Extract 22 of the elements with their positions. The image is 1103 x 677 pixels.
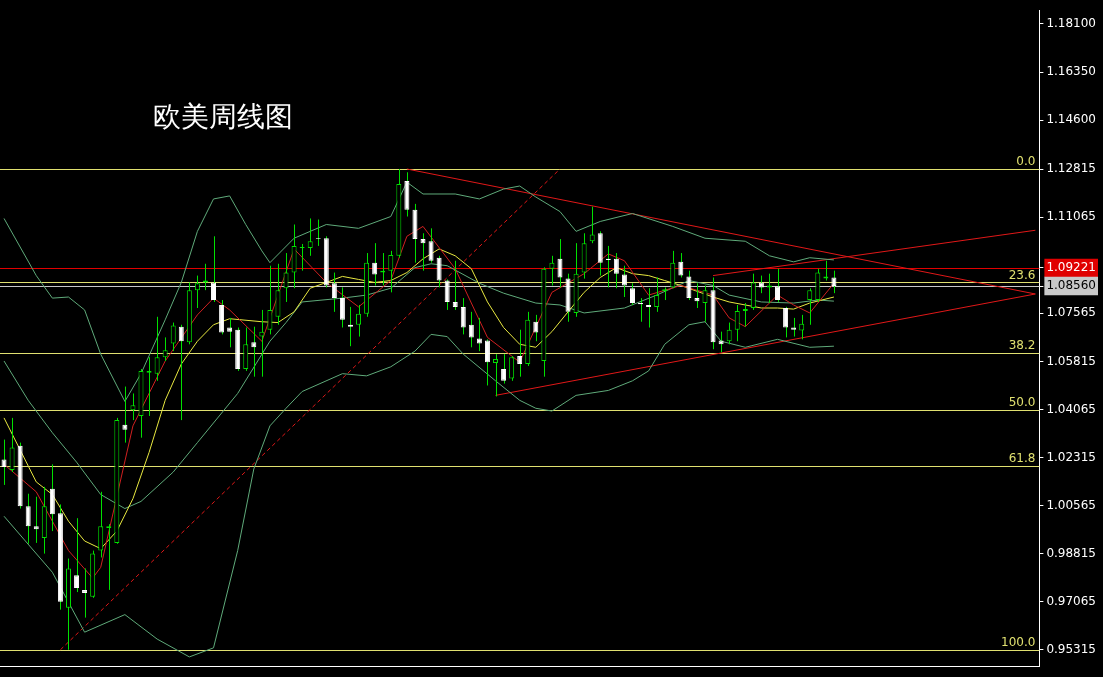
y-tick-label: 1.16350 — [1046, 64, 1096, 79]
text: 欧美周线图 — [153, 99, 293, 135]
y-tick-label: 1.18100 — [1046, 16, 1096, 31]
y-tick-label: 1.12815 — [1046, 161, 1096, 176]
y-tick-label: 1.09221 — [1046, 259, 1096, 274]
y-tick-label: 1.08560 — [1046, 278, 1096, 293]
annotation: 23.6 — [1008, 267, 1036, 282]
y-tick-label: 1.11065 — [1046, 209, 1096, 224]
annotation: 61.8 — [1008, 451, 1036, 466]
annotation: 50.0 — [1008, 394, 1036, 409]
y-tick-label: 1.00565 — [1046, 497, 1096, 512]
y-tick-label: 1.14600 — [1046, 112, 1096, 127]
annotation: 0.0 — [1016, 154, 1036, 169]
y-tick-label: 1.02315 — [1046, 449, 1096, 464]
y-tick-label: 1.04065 — [1046, 401, 1096, 416]
y-tick-label: 1.07565 — [1046, 305, 1096, 320]
annotation: 100.0 — [1001, 634, 1036, 649]
y-tick-label: 0.97065 — [1046, 593, 1096, 608]
y-tick-label: 1.05815 — [1046, 353, 1096, 368]
annotation: 38.2 — [1008, 337, 1036, 352]
y-tick-label: 0.98815 — [1046, 545, 1096, 560]
y-tick-label: 0.95315 — [1046, 642, 1096, 657]
